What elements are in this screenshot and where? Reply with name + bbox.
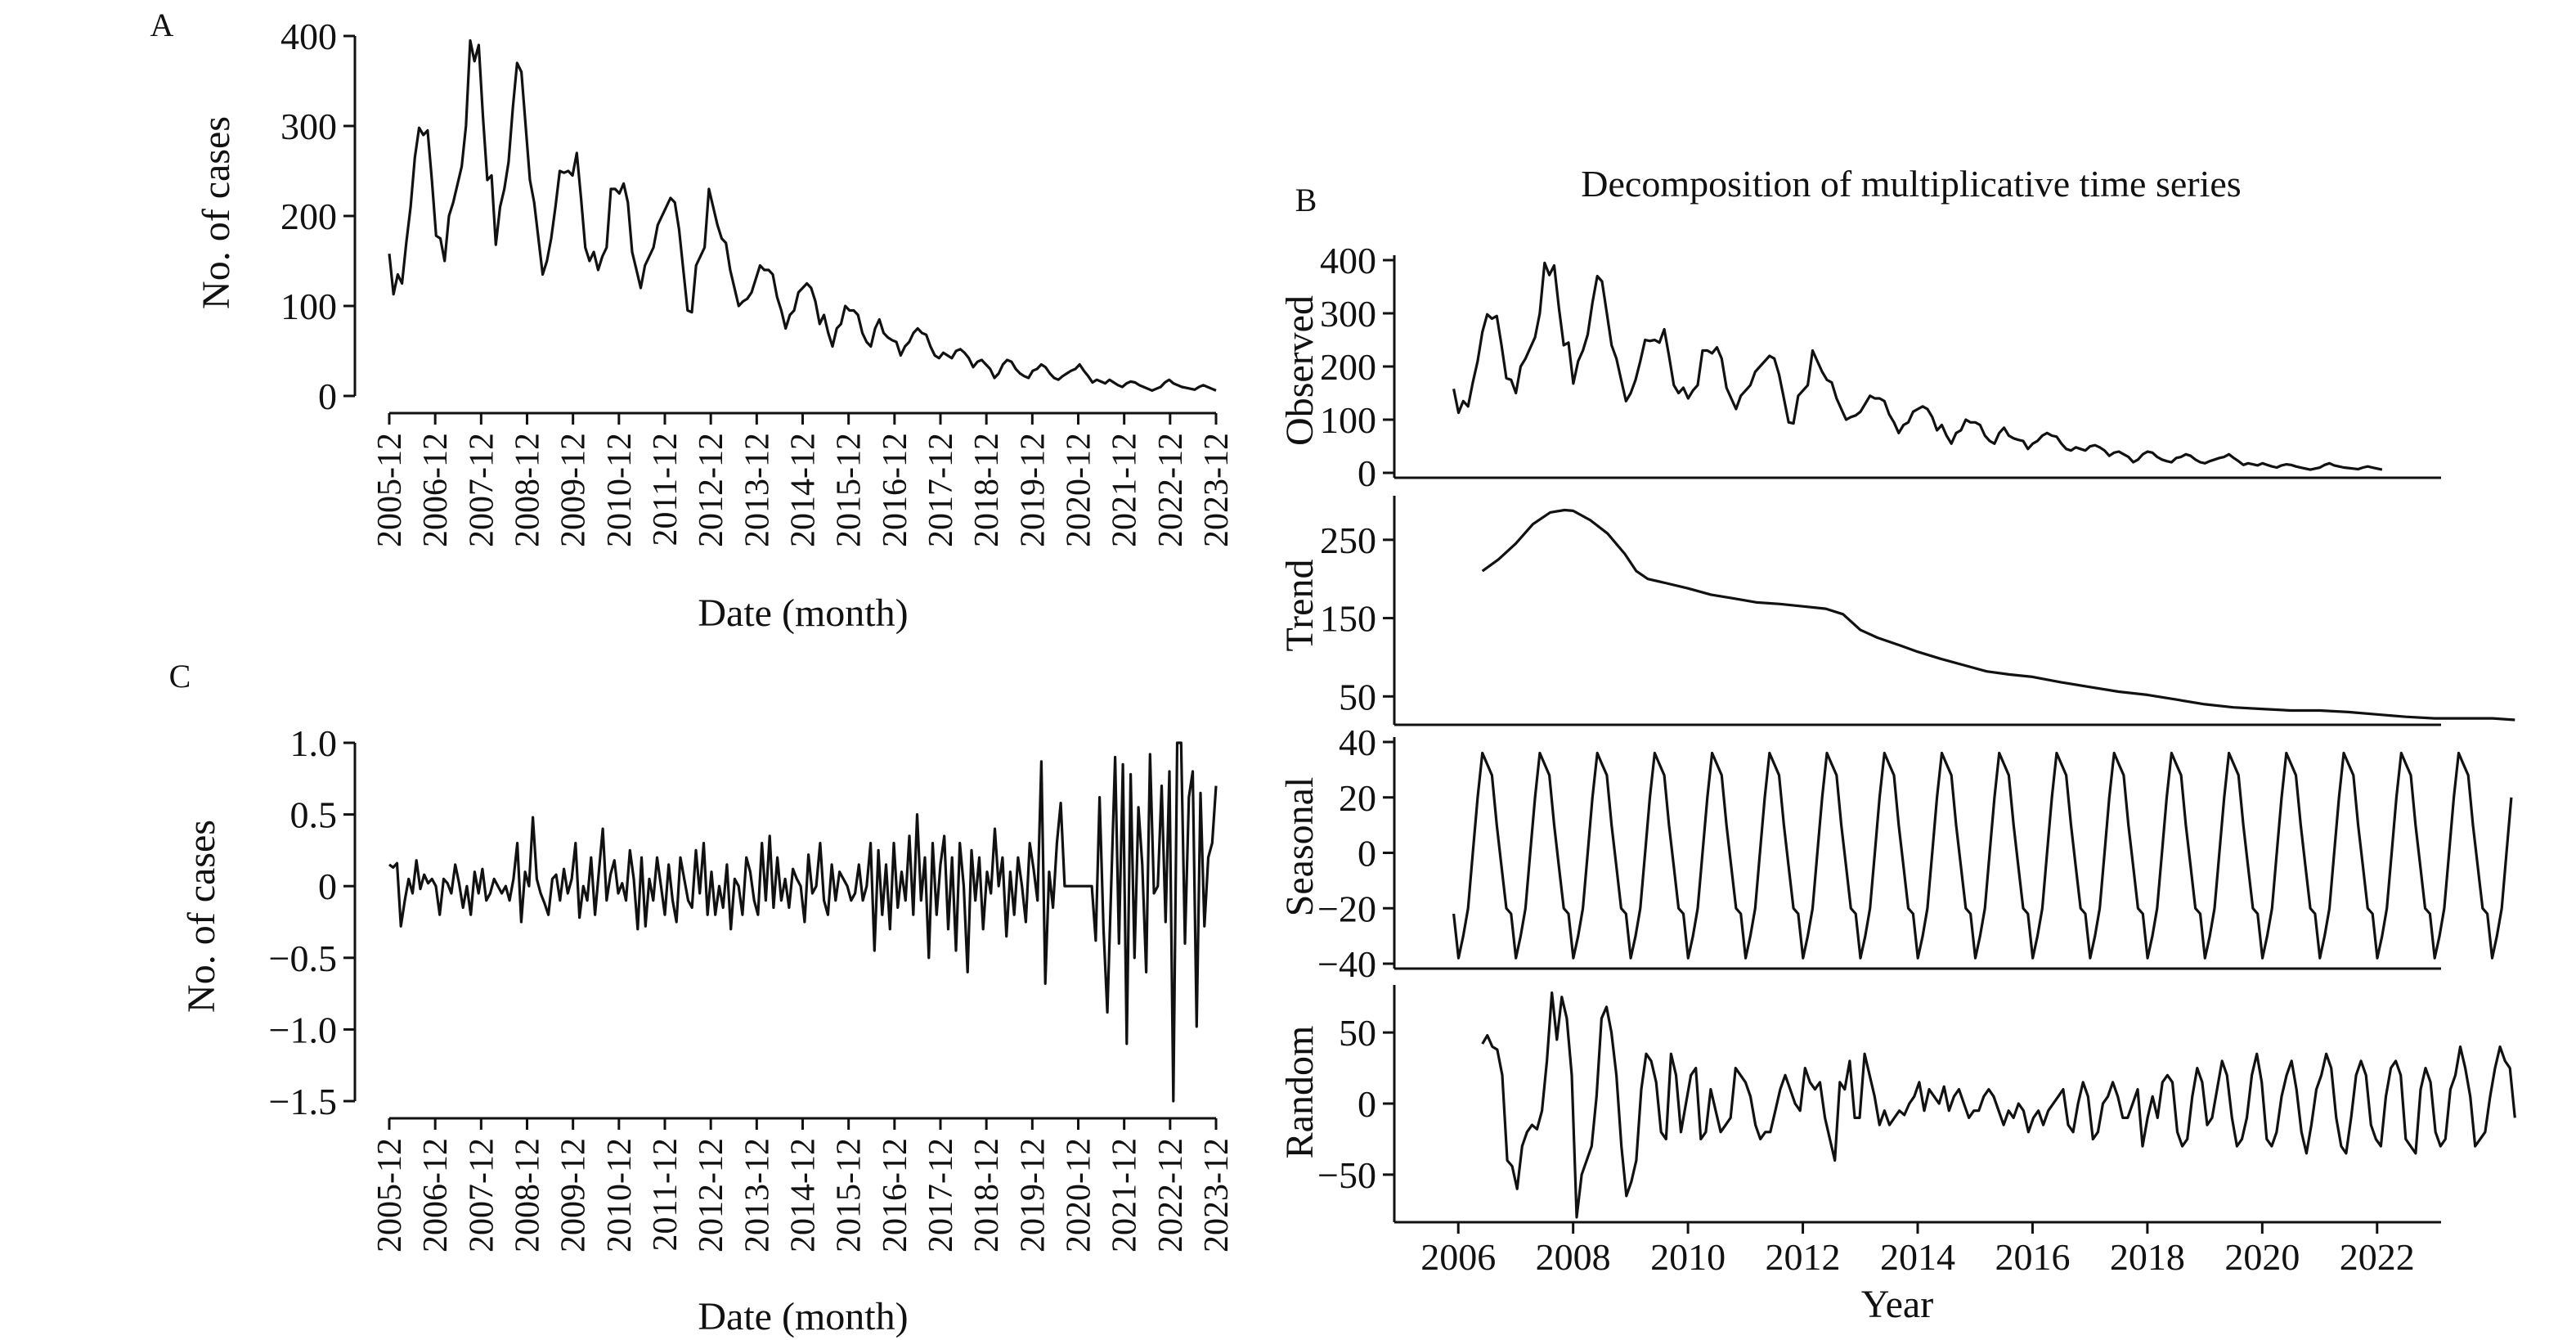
panel-a-x-tick-label: 2008-12 — [509, 433, 547, 547]
panel-a-x-tick-label: 2018-12 — [968, 433, 1006, 547]
panel-b-seasonal-y-tick-label: −40 — [1317, 943, 1376, 985]
panel-c-x-tick-label: 2022-12 — [1152, 1138, 1190, 1252]
panel-c-x-tick-label: 2017-12 — [922, 1138, 960, 1252]
panel-c-y-tick-label: 0 — [318, 866, 337, 907]
panel-b-seasonal-y-tick-label: −20 — [1317, 888, 1376, 929]
panel-a-x-tick-label: 2010-12 — [601, 433, 639, 547]
panel-c-x-tick-label: 2005-12 — [371, 1138, 409, 1252]
panel-b-seasonal-series-line — [1452, 751, 2513, 960]
panel-a-x-tick-label: 2013-12 — [738, 433, 776, 547]
panel-b-seasonal-y-tick-label: 0 — [1358, 833, 1376, 875]
panel-b-random-y-tick-label: −50 — [1317, 1154, 1376, 1196]
panel-b-x-tick-label: 2022 — [2340, 1236, 2415, 1278]
panel-b-observed-label: Observed — [1278, 295, 1322, 446]
panel-c-series-line — [388, 741, 1218, 1103]
panel-b-observed-y-tick-label: 300 — [1320, 293, 1376, 335]
panel-a-x-tick-label: 2016-12 — [877, 433, 914, 547]
panel-a-x-tick-label: 2020-12 — [1061, 433, 1098, 547]
panel-label-b: B — [1295, 182, 1317, 218]
panel-b-random-label: Random — [1278, 1026, 1322, 1159]
panel-c-y-tick-label: −0.5 — [269, 938, 337, 979]
panel-a-x-tick-label: 2015-12 — [831, 433, 868, 547]
panel-a-y-tick-label: 300 — [280, 106, 337, 147]
panel-c-y-tick-label: 0.5 — [290, 794, 338, 836]
panel-b-trend-y-tick-label: 150 — [1320, 598, 1376, 640]
panel-b-seasonal-y-tick-label: 20 — [1339, 777, 1376, 819]
panel-a-x-tick-label: 2021-12 — [1106, 433, 1144, 547]
panel-b-title: Decomposition of multiplicative time ser… — [1581, 163, 2241, 205]
panel-c-x-tick-label: 2014-12 — [785, 1138, 823, 1252]
panel-a-x-tick-label: 2012-12 — [693, 433, 730, 547]
panel-b-x-tick-label: 2012 — [1766, 1236, 1841, 1278]
panel-c-x-tick-label: 2020-12 — [1061, 1138, 1098, 1252]
panel-a-x-tick-label: 2005-12 — [371, 433, 409, 547]
panel-a-x-tick-label: 2019-12 — [1014, 433, 1052, 547]
panel-c-y-tick-label: −1.5 — [269, 1081, 337, 1122]
panel-c-x-tick-label: 2016-12 — [877, 1138, 914, 1252]
panel-a-x-tick-label: 2006-12 — [417, 433, 455, 547]
panel-a-y-tick-label: 400 — [280, 16, 337, 57]
panel-b-xlabel: Year — [1861, 1283, 1933, 1326]
panel-c-x-tick-label: 2023-12 — [1198, 1138, 1236, 1252]
panel-c-y-tick-label: −1.0 — [269, 1009, 337, 1050]
panel-c-x-tick-label: 2021-12 — [1106, 1138, 1144, 1252]
panel-a-series-line — [388, 38, 1217, 392]
panel-a-x-tick-label: 2023-12 — [1198, 433, 1236, 547]
panel-c-x-tick-label: 2011-12 — [647, 1138, 684, 1251]
panel-b-x-tick-label: 2020 — [2224, 1236, 2300, 1278]
panel-b-x-tick-label: 2006 — [1420, 1236, 1496, 1278]
panel-c-x-tick-label: 2009-12 — [555, 1138, 593, 1252]
panel-a-x-tick-label: 2009-12 — [555, 433, 593, 547]
panel-a-x-tick-label: 2017-12 — [922, 433, 960, 547]
panel-a-x-tick-label: 2022-12 — [1152, 433, 1190, 547]
panel-a-xlabel: Date (month) — [698, 591, 908, 635]
panel-c-ylabel: No. of cases — [180, 820, 223, 1013]
panel-c-x-tick-label: 2018-12 — [968, 1138, 1006, 1252]
panel-a-y-tick-label: 100 — [280, 286, 337, 327]
panel-b-x-tick-label: 2014 — [1880, 1236, 1955, 1278]
panel-a-x-tick-label: 2011-12 — [647, 433, 684, 546]
panel-b-x-tick-label: 2010 — [1650, 1236, 1726, 1278]
panel-b-trend-series-line — [1481, 508, 2515, 722]
panel-b-seasonal-label: Seasonal — [1278, 777, 1322, 917]
panel-b-x-tick-label: 2008 — [1536, 1236, 1611, 1278]
panel-c-x-tick-label: 2019-12 — [1014, 1138, 1052, 1252]
panel-a-x-tick-label: 2014-12 — [785, 433, 823, 547]
panel-a-ylabel: No. of cases — [195, 116, 238, 309]
panel-b-seasonal-y-tick-label: 40 — [1339, 722, 1376, 763]
panel-label-c: C — [169, 658, 191, 695]
panel-b-random-series-line — [1481, 991, 2516, 1219]
panel-b-observed-series-line — [1452, 261, 2383, 471]
panel-b-trend-y-tick-label: 50 — [1339, 676, 1376, 717]
panel-c-x-tick-label: 2006-12 — [417, 1138, 455, 1252]
panel-label-a: A — [150, 7, 174, 43]
panel-b-trend-y-tick-label: 250 — [1320, 519, 1376, 561]
panel-c-x-tick-label: 2007-12 — [463, 1138, 500, 1252]
panel-b-observed-y-tick-label: 100 — [1320, 399, 1376, 441]
panel-b-random-y-tick-label: 50 — [1339, 1012, 1376, 1054]
panel-c-x-tick-label: 2013-12 — [738, 1138, 776, 1252]
panel-c-x-tick-label: 2008-12 — [509, 1138, 547, 1252]
panel-c-x-tick-label: 2010-12 — [601, 1138, 639, 1252]
panel-b-observed-y-tick-label: 400 — [1320, 240, 1376, 281]
panel-b-observed-y-tick-label: 200 — [1320, 346, 1376, 388]
panel-b-random-y-tick-label: 0 — [1358, 1083, 1376, 1125]
panel-c-x-tick-label: 2012-12 — [693, 1138, 730, 1252]
panel-a-y-tick-label: 200 — [280, 196, 337, 237]
panel-a-x-tick-label: 2007-12 — [463, 433, 500, 547]
panel-b-x-tick-label: 2016 — [1995, 1236, 2070, 1278]
panel-b-x-tick-label: 2018 — [2110, 1236, 2185, 1278]
panel-a-y-tick-label: 0 — [318, 375, 337, 417]
panel-b-trend-label: Trend — [1278, 560, 1322, 652]
panel-c-y-tick-label: 1.0 — [290, 722, 338, 764]
panel-c-xlabel: Date (month) — [698, 1295, 908, 1338]
panel-b-observed-y-tick-label: 0 — [1358, 452, 1376, 494]
panel-c-x-tick-label: 2015-12 — [831, 1138, 868, 1252]
